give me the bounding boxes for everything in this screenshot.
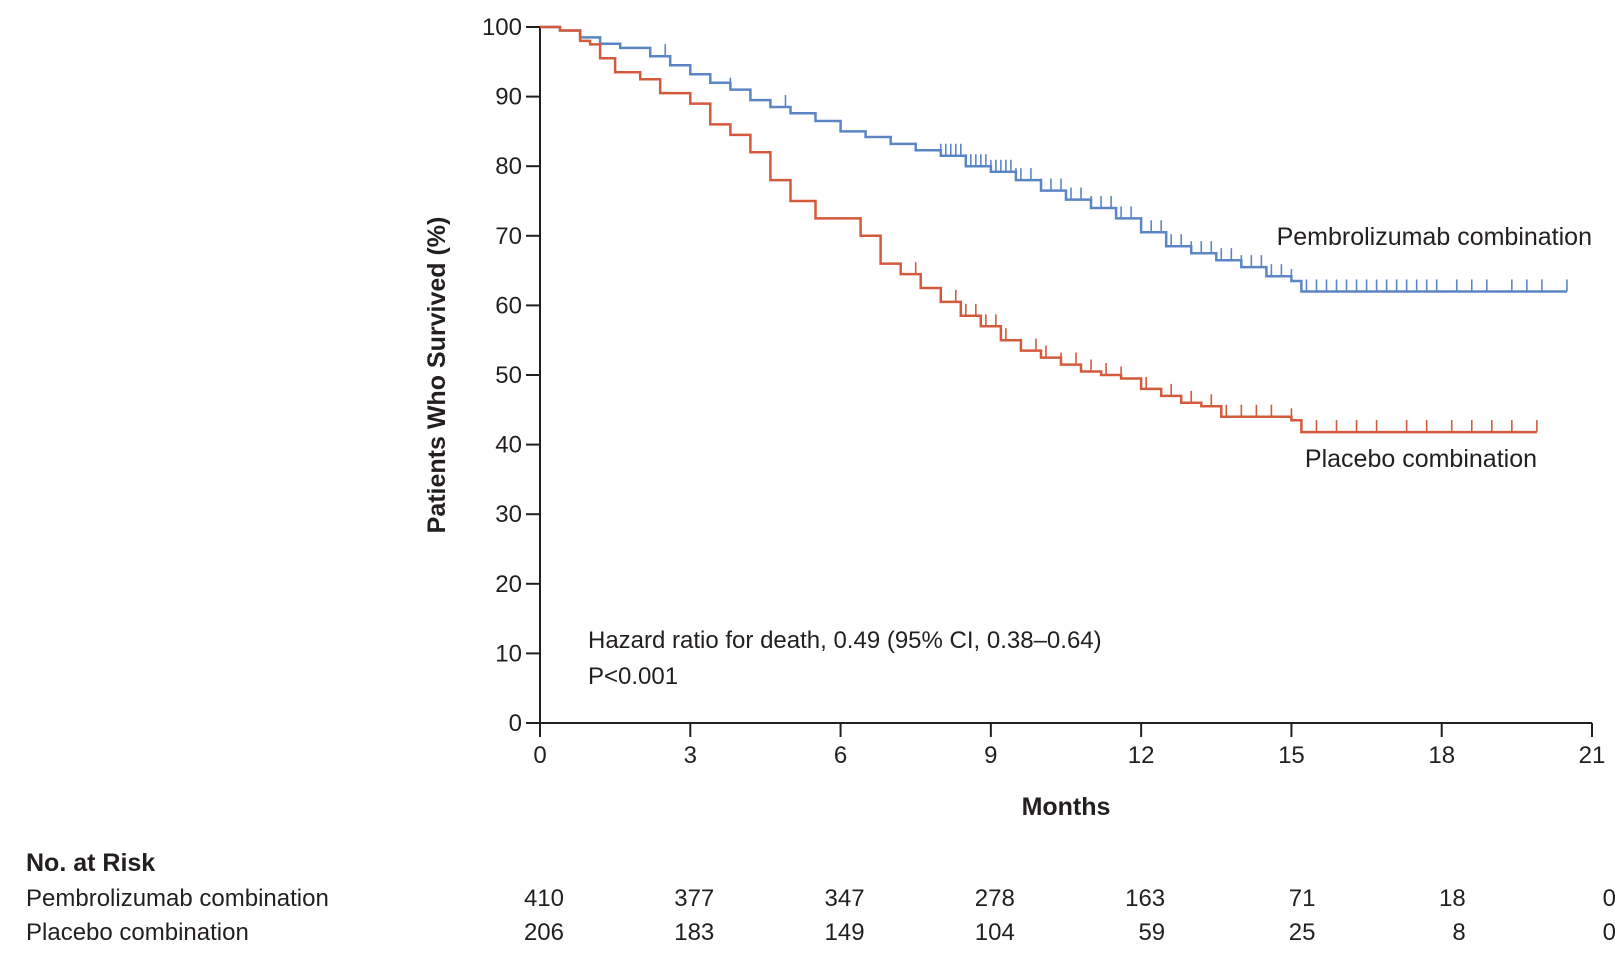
at-risk-value: 71 [1289, 885, 1316, 912]
at-risk-value: 18 [1439, 885, 1466, 912]
y-tick-label: 100 [482, 14, 522, 41]
x-tick-label: 21 [1579, 742, 1606, 769]
x-tick-label: 15 [1278, 742, 1305, 769]
at-risk-row-label-pembrolizumab: Pembrolizumab combination [26, 885, 329, 912]
x-tick-label: 18 [1428, 742, 1455, 769]
x-tick-label: 3 [684, 742, 697, 769]
at-risk-value: 59 [1138, 919, 1165, 946]
hazard-ratio-annotation: Hazard ratio for death, 0.49 (95% CI, 0.… [588, 627, 1102, 654]
y-tick-label: 90 [495, 84, 522, 111]
x-tick-label: 0 [533, 742, 546, 769]
y-tick-label: 0 [509, 710, 522, 737]
at-risk-value: 25 [1289, 919, 1316, 946]
at-risk-value: 278 [975, 885, 1015, 912]
x-axis-title: Months [1022, 793, 1111, 821]
x-tick-label: 12 [1128, 742, 1155, 769]
at-risk-value: 149 [825, 919, 865, 946]
y-tick-label: 50 [495, 362, 522, 389]
at-risk-value: 0 [1603, 919, 1615, 946]
y-tick-label: 10 [495, 640, 522, 667]
y-ticks: 0 10 20 30 40 50 60 70 80 90 100 [482, 14, 540, 737]
y-tick-label: 40 [495, 432, 522, 459]
y-tick-label: 20 [495, 571, 522, 598]
at-risk-value: 104 [975, 919, 1015, 946]
pembrolizumab-series-label: Pembrolizumab combination [1277, 223, 1592, 251]
at-risk-value: 347 [825, 885, 865, 912]
at-risk-value: 377 [674, 885, 714, 912]
at-risk-value: 410 [524, 885, 564, 912]
at-risk-value: 0 [1603, 885, 1615, 912]
axes [539, 27, 1592, 724]
y-axis-title: Patients Who Survived (%) [423, 217, 451, 534]
x-ticks: 0 3 6 9 12 15 18 21 [533, 723, 1605, 769]
y-tick-label: 60 [495, 292, 522, 319]
at-risk-value: 8 [1452, 919, 1465, 946]
series-layer [540, 25, 1568, 434]
at-risk-row-label-placebo: Placebo combination [26, 919, 249, 946]
placebo-survival-curve [540, 25, 1537, 434]
y-tick-label: 80 [495, 153, 522, 180]
p-value-annotation: P<0.001 [588, 663, 678, 690]
x-tick-label: 9 [984, 742, 997, 769]
placebo-series-label: Placebo combination [1305, 445, 1537, 473]
at-risk-value: 163 [1125, 885, 1165, 912]
at-risk-value: 183 [674, 919, 714, 946]
x-tick-label: 6 [834, 742, 847, 769]
y-tick-label: 30 [495, 501, 522, 528]
at-risk-header: No. at Risk [26, 849, 155, 877]
at-risk-values: 410 377 347 278 163 71 18 0 206 183 149 104 59 25 8 0 [524, 885, 1615, 946]
y-tick-label: 70 [495, 223, 522, 250]
pembrolizumab-survival-curve [540, 25, 1567, 293]
at-risk-value: 206 [524, 919, 564, 946]
